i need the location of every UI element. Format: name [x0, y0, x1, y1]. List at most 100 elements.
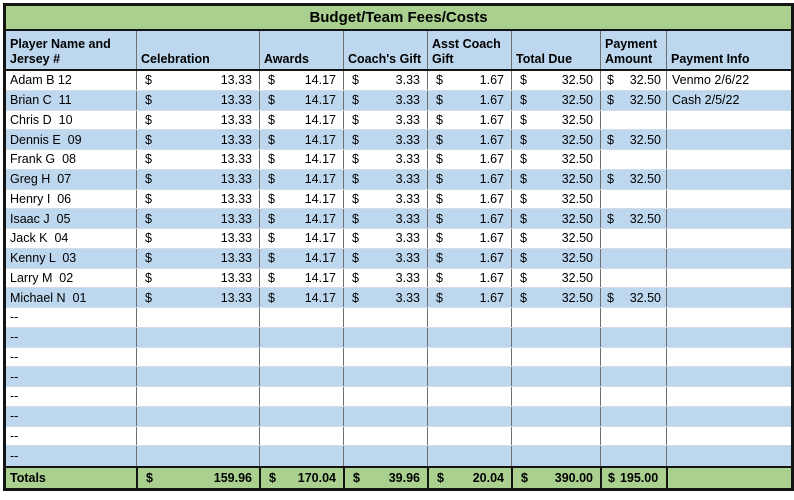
col-header-coachs-gift[interactable]: Coach's Gift: [343, 31, 427, 69]
coachs-gift-cell[interactable]: $3.33: [343, 169, 427, 189]
payment-info-cell[interactable]: [666, 347, 791, 367]
totals-total-due-cell[interactable]: $ 390.00: [511, 468, 600, 488]
payment-info-cell[interactable]: [666, 248, 791, 268]
payment-info-cell[interactable]: [666, 150, 791, 169]
asst-coach-gift-cell[interactable]: $1.67: [427, 71, 511, 90]
totals-payment-amount-cell[interactable]: $ 195.00: [600, 468, 666, 488]
coachs-gift-cell[interactable]: $3.33: [343, 229, 427, 248]
payment-amount-cell[interactable]: $32.50: [600, 169, 666, 189]
awards-cell[interactable]: $14.17: [259, 209, 343, 228]
celebration-cell[interactable]: [136, 387, 259, 406]
payment-info-cell[interactable]: [666, 189, 791, 209]
payment-info-cell[interactable]: [666, 426, 791, 446]
celebration-cell[interactable]: $13.33: [136, 248, 259, 268]
awards-cell[interactable]: $14.17: [259, 288, 343, 307]
payment-amount-cell[interactable]: [600, 387, 666, 406]
payment-info-cell[interactable]: [666, 308, 791, 327]
coachs-gift-cell[interactable]: $3.33: [343, 248, 427, 268]
awards-cell[interactable]: [259, 446, 343, 466]
awards-cell[interactable]: $14.17: [259, 268, 343, 288]
awards-cell[interactable]: $14.17: [259, 110, 343, 130]
total-due-cell[interactable]: [511, 367, 600, 386]
celebration-cell[interactable]: [136, 308, 259, 327]
celebration-cell[interactable]: [136, 347, 259, 367]
total-due-cell[interactable]: [511, 308, 600, 327]
total-due-cell[interactable]: [511, 426, 600, 446]
coachs-gift-cell[interactable]: $3.33: [343, 90, 427, 110]
asst-coach-gift-cell[interactable]: [427, 327, 511, 347]
player-cell[interactable]: --: [10, 389, 19, 404]
total-due-cell[interactable]: $32.50: [511, 288, 600, 307]
player-cell[interactable]: --: [10, 409, 19, 424]
payment-info-cell[interactable]: Venmo 2/6/22: [666, 71, 791, 90]
coachs-gift-cell[interactable]: [343, 367, 427, 386]
coachs-gift-cell[interactable]: $3.33: [343, 288, 427, 307]
asst-coach-gift-cell[interactable]: $1.67: [427, 288, 511, 307]
asst-coach-gift-cell[interactable]: [427, 347, 511, 367]
celebration-cell[interactable]: $13.33: [136, 169, 259, 189]
awards-cell[interactable]: $14.17: [259, 229, 343, 248]
total-due-cell[interactable]: $32.50: [511, 130, 600, 149]
player-cell[interactable]: Chris D 10: [10, 112, 73, 127]
awards-cell[interactable]: [259, 387, 343, 406]
payment-amount-cell[interactable]: $32.50: [600, 288, 666, 307]
payment-amount-cell[interactable]: [600, 406, 666, 426]
totals-awards-cell[interactable]: $ 170.04: [259, 468, 343, 488]
asst-coach-gift-cell[interactable]: [427, 406, 511, 426]
asst-coach-gift-cell[interactable]: [427, 387, 511, 406]
awards-cell[interactable]: [259, 426, 343, 446]
celebration-cell[interactable]: $13.33: [136, 130, 259, 149]
total-due-cell[interactable]: [511, 387, 600, 406]
celebration-cell[interactable]: [136, 406, 259, 426]
total-due-cell[interactable]: $32.50: [511, 150, 600, 169]
payment-amount-cell[interactable]: [600, 110, 666, 130]
coachs-gift-cell[interactable]: $3.33: [343, 110, 427, 130]
payment-amount-cell[interactable]: $32.50: [600, 130, 666, 149]
asst-coach-gift-cell[interactable]: [427, 446, 511, 466]
player-cell[interactable]: Brian C 11: [10, 93, 72, 108]
awards-cell[interactable]: [259, 308, 343, 327]
coachs-gift-cell[interactable]: [343, 406, 427, 426]
asst-coach-gift-cell[interactable]: $1.67: [427, 189, 511, 209]
payment-amount-cell[interactable]: [600, 229, 666, 248]
total-due-cell[interactable]: $32.50: [511, 189, 600, 209]
coachs-gift-cell[interactable]: [343, 347, 427, 367]
payment-amount-cell[interactable]: [600, 268, 666, 288]
total-due-cell[interactable]: $32.50: [511, 71, 600, 90]
col-header-payment-info[interactable]: Payment Info: [666, 31, 791, 69]
celebration-cell[interactable]: $13.33: [136, 268, 259, 288]
payment-info-cell[interactable]: Cash 2/5/22: [666, 90, 791, 110]
asst-coach-gift-cell[interactable]: $1.67: [427, 248, 511, 268]
awards-cell[interactable]: [259, 367, 343, 386]
celebration-cell[interactable]: $13.33: [136, 90, 259, 110]
payment-amount-cell[interactable]: $32.50: [600, 209, 666, 228]
coachs-gift-cell[interactable]: [343, 446, 427, 466]
payment-amount-cell[interactable]: [600, 446, 666, 466]
payment-info-cell[interactable]: [666, 130, 791, 149]
celebration-cell[interactable]: [136, 446, 259, 466]
celebration-cell[interactable]: [136, 426, 259, 446]
player-cell[interactable]: --: [10, 369, 19, 384]
celebration-cell[interactable]: $13.33: [136, 288, 259, 307]
total-due-cell[interactable]: $32.50: [511, 90, 600, 110]
total-due-cell[interactable]: $32.50: [511, 248, 600, 268]
celebration-cell[interactable]: $13.33: [136, 150, 259, 169]
awards-cell[interactable]: [259, 327, 343, 347]
coachs-gift-cell[interactable]: $3.33: [343, 150, 427, 169]
total-due-cell[interactable]: $32.50: [511, 209, 600, 228]
payment-info-cell[interactable]: [666, 288, 791, 307]
payment-info-cell[interactable]: [666, 209, 791, 228]
total-due-cell[interactable]: $32.50: [511, 268, 600, 288]
asst-coach-gift-cell[interactable]: [427, 308, 511, 327]
coachs-gift-cell[interactable]: $3.33: [343, 130, 427, 149]
col-header-payment-amount[interactable]: Payment Amount: [600, 31, 666, 69]
celebration-cell[interactable]: $13.33: [136, 189, 259, 209]
col-header-player[interactable]: Player Name and Jersey #: [10, 36, 111, 66]
payment-info-cell[interactable]: [666, 387, 791, 406]
celebration-cell[interactable]: $13.33: [136, 209, 259, 228]
coachs-gift-cell[interactable]: [343, 426, 427, 446]
coachs-gift-cell[interactable]: [343, 327, 427, 347]
coachs-gift-cell[interactable]: $3.33: [343, 71, 427, 90]
payment-info-cell[interactable]: [666, 406, 791, 426]
total-due-cell[interactable]: [511, 446, 600, 466]
